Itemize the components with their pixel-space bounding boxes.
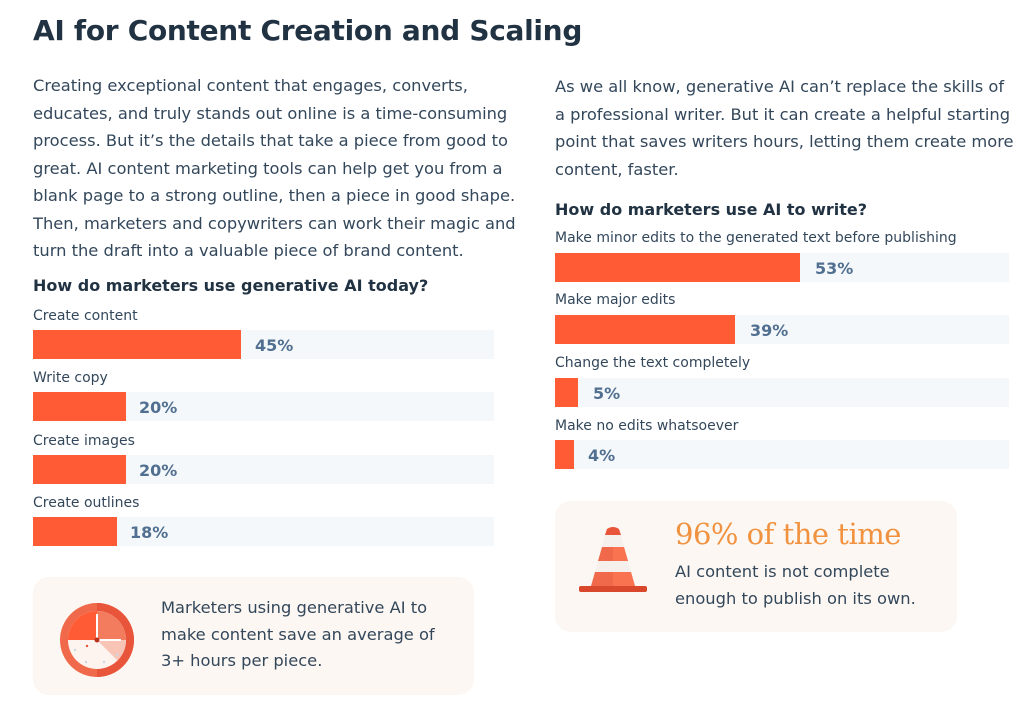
bar-fill	[555, 315, 735, 344]
bar-fill	[33, 517, 117, 546]
bar-value: 20%	[139, 398, 178, 417]
callout-text: Marketers using generative AI to make co…	[161, 598, 435, 670]
bar-fill	[33, 392, 126, 421]
bar-track: 53%	[555, 253, 1009, 282]
bar-fill	[33, 330, 241, 359]
bar-track: 18%	[33, 517, 494, 546]
bar-label: Create images	[33, 433, 135, 449]
callout-text: AI content is not complete enough to pub…	[675, 562, 916, 608]
bar-value: 4%	[588, 446, 616, 465]
callout-time-saved: Marketers using generative AI to make co…	[33, 577, 474, 695]
bar-value: 53%	[815, 259, 854, 278]
bar-fill	[555, 253, 800, 282]
clock-icon	[59, 602, 135, 678]
bar-fill	[555, 378, 578, 407]
bar-track: 5%	[555, 378, 1009, 407]
bar-label: Make major edits	[555, 292, 676, 308]
callout-not-complete: 96% of the time AI content is not comple…	[555, 501, 957, 632]
bar-value: 39%	[750, 321, 789, 340]
bar-label: Create outlines	[33, 495, 140, 511]
bar-label: Create content	[33, 308, 138, 324]
chart-title: How do marketers use generative AI today…	[33, 276, 429, 295]
bar-track: 20%	[33, 455, 494, 484]
bar-value: 18%	[130, 523, 169, 542]
traffic-cone-icon	[577, 525, 649, 595]
intro-paragraph-left: Creating exceptional content that engage…	[33, 76, 516, 260]
bar-fill	[555, 440, 574, 469]
bar-value: 45%	[255, 336, 294, 355]
bar-value: 5%	[593, 384, 621, 403]
stat-headline: 96% of the time	[675, 517, 901, 551]
bar-track: 39%	[555, 315, 1009, 344]
bar-label: Make minor edits to the generated text b…	[555, 230, 957, 246]
bar-track: 20%	[33, 392, 494, 421]
bar-label: Change the text completely	[555, 355, 751, 371]
bar-value: 20%	[139, 461, 178, 480]
bar-label: Write copy	[33, 370, 108, 386]
chart-title: How do marketers use AI to write?	[555, 200, 868, 219]
bar-label: Make no edits whatsoever	[555, 418, 739, 434]
bar-fill	[33, 455, 126, 484]
bar-track: 4%	[555, 440, 1009, 469]
bar-track: 45%	[33, 330, 494, 359]
page-title: AI for Content Creation and Scaling	[33, 14, 583, 47]
intro-paragraph-right: As we all know, generative AI can’t repl…	[555, 77, 1014, 179]
